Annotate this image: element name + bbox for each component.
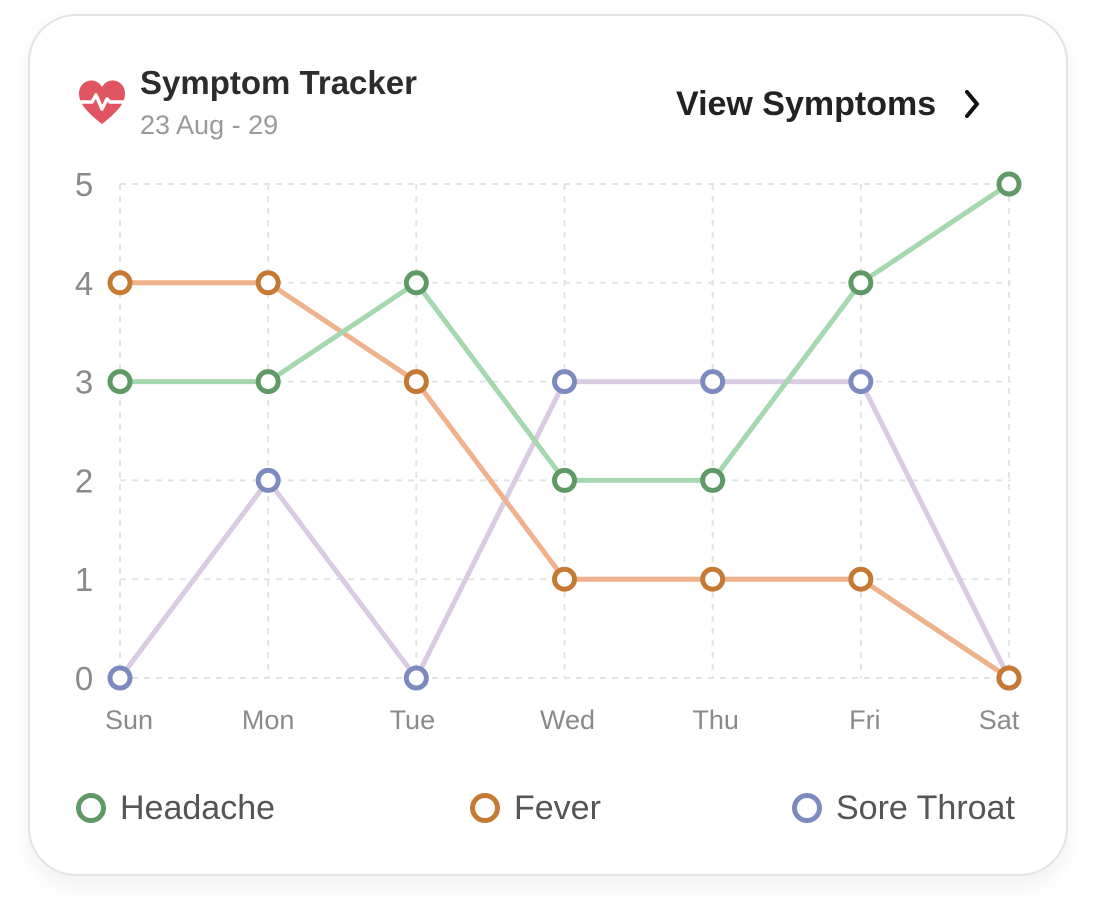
point-fever-wed — [552, 566, 577, 592]
x-tick-label-mon: Mon — [242, 705, 295, 735]
point-sore-throat-thu — [700, 369, 726, 395]
legend-label-sore-throat: Sore Throat — [836, 788, 1015, 827]
x-tick-label-fri: Fri — [849, 705, 880, 735]
legend-item-sore-throat: Sore Throat — [792, 786, 1015, 830]
chevron-right-icon — [965, 90, 980, 118]
point-headache-mon — [255, 369, 281, 395]
legend-item-headache: Headache — [76, 786, 275, 830]
view-symptoms-link[interactable]: View Symptoms — [676, 82, 982, 126]
card-title: Symptom Tracker — [140, 64, 417, 101]
y-tick-label-2: 2 — [75, 462, 93, 499]
point-headache-sat — [996, 171, 1022, 197]
point-fever-tue — [403, 369, 429, 395]
x-tick-label-sat: Sat — [979, 705, 1020, 735]
point-fever-mon — [255, 270, 281, 296]
point-sore-throat-sun — [107, 665, 133, 691]
x-tick-label-sun: Sun — [105, 705, 153, 735]
legend-label-fever: Fever — [514, 788, 601, 827]
y-tick-label-4: 4 — [75, 265, 93, 302]
point-headache-fri — [848, 270, 874, 296]
date-range: 23 Aug - 29 — [140, 110, 279, 140]
view-symptoms-label: View Symptoms — [676, 84, 937, 123]
legend-marker-sore-throat — [792, 793, 822, 823]
point-fever-sun — [107, 270, 133, 296]
point-fever-fri — [848, 566, 874, 592]
y-tick-label-1: 1 — [75, 561, 93, 598]
point-headache-sun — [107, 369, 133, 395]
legend-marker-headache — [76, 793, 106, 823]
y-tick-label-0: 0 — [75, 660, 93, 697]
legend-marker-fever — [470, 793, 500, 823]
point-sore-throat-fri — [848, 369, 874, 395]
x-tick-label-thu: Thu — [692, 705, 739, 735]
point-headache-wed — [552, 467, 577, 493]
x-tick-label-wed: Wed — [540, 705, 595, 735]
x-tick-label-tue: Tue — [390, 705, 436, 735]
legend-label-headache: Headache — [120, 788, 276, 827]
point-sore-throat-wed — [552, 369, 577, 395]
point-headache-thu — [700, 467, 726, 493]
heart-pulse-icon — [79, 80, 125, 124]
legend-item-fever: Fever — [470, 786, 601, 830]
y-tick-label-5: 5 — [75, 166, 93, 203]
point-fever-sat — [996, 665, 1022, 691]
point-sore-throat-mon — [255, 467, 281, 493]
y-tick-label-3: 3 — [75, 364, 93, 401]
point-headache-tue — [403, 270, 429, 296]
point-sore-throat-tue — [403, 665, 429, 691]
point-fever-thu — [700, 566, 726, 592]
